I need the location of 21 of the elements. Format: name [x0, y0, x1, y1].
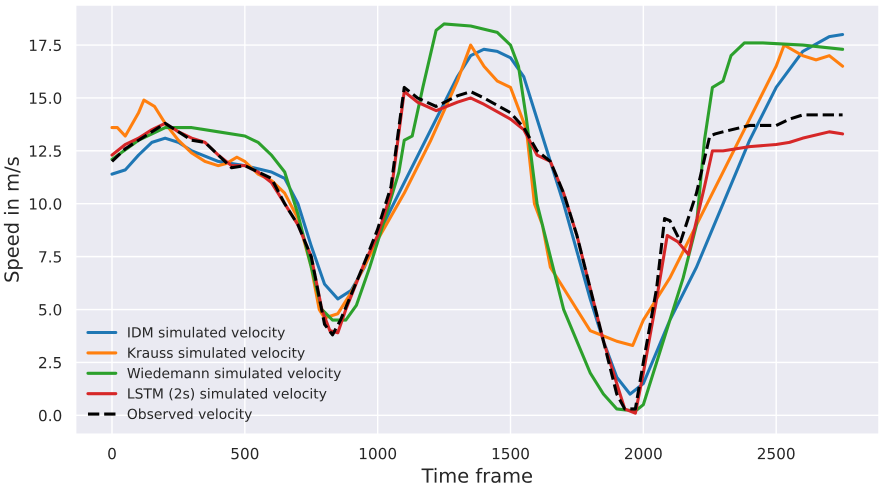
x-tick-label: 500: [231, 448, 258, 460]
y-tick-label: 17.5: [30, 40, 61, 52]
y-tick-label: 5.0: [39, 304, 62, 316]
x-tick-label: 2000: [625, 448, 662, 460]
legend-label: Observed velocity: [128, 408, 252, 422]
x-tick-label: 1500: [492, 448, 529, 460]
y-tick-label: 12.5: [30, 145, 61, 157]
y-axis-title: Speed in m/s: [4, 157, 23, 282]
legend-label: Krauss simulated velocity: [128, 347, 305, 361]
y-tick-label: 10.0: [30, 198, 62, 210]
x-tick-label: 1000: [360, 448, 396, 460]
x-tick-label: 2500: [758, 448, 795, 460]
y-tick-label: 15.0: [30, 92, 62, 104]
y-tick-label: 2.5: [39, 356, 61, 368]
x-tick-label: 0: [108, 448, 116, 460]
legend-label: IDM simulated velocity: [128, 326, 285, 340]
legend-label: Wiedemann simulated velocity: [127, 368, 341, 382]
legend-label: LSTM (2s) simulated velocity: [128, 388, 327, 402]
y-tick-label: 0.0: [38, 410, 62, 422]
y-tick-label: 7.5: [39, 251, 61, 263]
x-axis-title: Time frame: [422, 468, 532, 483]
